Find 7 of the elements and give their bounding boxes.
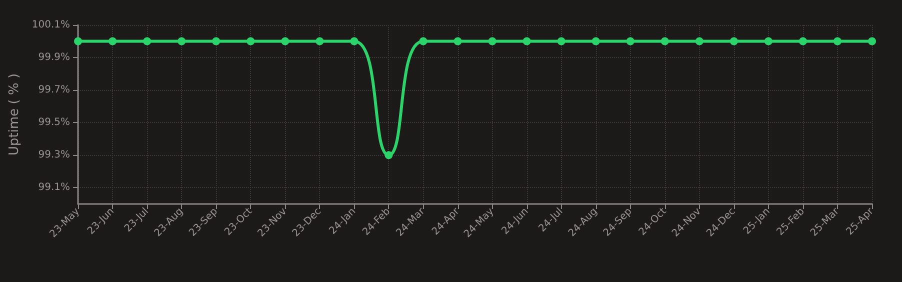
y-tick-label: 99.1%	[38, 182, 70, 194]
y-tick-label: 100.1%	[32, 20, 70, 30]
y-tick-label: 99.3%	[38, 150, 70, 161]
y-tick-label: 99.9%	[38, 52, 70, 64]
y-axis-title: Uptime ( % )	[7, 73, 22, 156]
y-tick-label: 99.5%	[38, 117, 70, 128]
y-tick-label: 99.7%	[38, 84, 70, 96]
